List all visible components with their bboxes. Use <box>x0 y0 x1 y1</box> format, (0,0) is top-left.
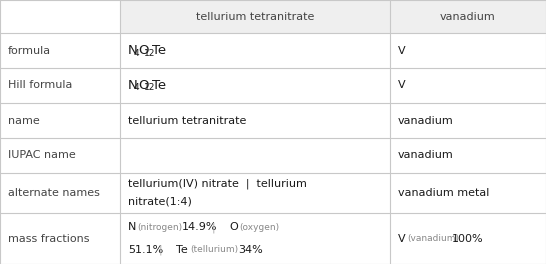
Text: (oxygen): (oxygen) <box>239 223 279 232</box>
Text: O: O <box>138 44 149 57</box>
Text: tellurium(IV) nitrate  |  tellurium: tellurium(IV) nitrate | tellurium <box>128 179 307 190</box>
Text: 34%: 34% <box>238 245 263 255</box>
Text: (vanadium): (vanadium) <box>408 234 460 243</box>
Bar <box>0 0 120 33</box>
Text: nitrate(1:4): nitrate(1:4) <box>128 197 192 207</box>
Bar <box>390 138 546 173</box>
Bar <box>120 213 390 264</box>
Bar <box>0 68 120 103</box>
Text: V: V <box>398 45 406 55</box>
Text: name: name <box>8 116 40 125</box>
Bar <box>0 103 120 138</box>
Text: alternate names: alternate names <box>8 188 100 198</box>
Text: 12: 12 <box>144 83 155 92</box>
Text: (nitrogen): (nitrogen) <box>138 223 183 232</box>
Text: 51.1%: 51.1% <box>128 245 163 255</box>
Text: N: N <box>128 222 136 232</box>
Text: N: N <box>128 44 138 57</box>
Bar <box>0 138 120 173</box>
Text: 4: 4 <box>134 49 140 58</box>
Text: V: V <box>398 81 406 91</box>
Text: Te: Te <box>152 44 166 57</box>
Text: mass fractions: mass fractions <box>8 233 90 243</box>
Bar <box>390 68 546 103</box>
Text: vanadium: vanadium <box>440 12 496 21</box>
Bar <box>120 103 390 138</box>
Bar <box>390 213 546 264</box>
Text: formula: formula <box>8 45 51 55</box>
Text: Te: Te <box>152 79 166 92</box>
Text: 14.9%: 14.9% <box>181 222 217 232</box>
Text: vanadium: vanadium <box>398 116 454 125</box>
Bar <box>120 0 390 33</box>
Bar <box>390 0 546 33</box>
Text: Te: Te <box>176 245 188 255</box>
Bar <box>390 103 546 138</box>
Bar <box>0 33 120 68</box>
Text: |: | <box>152 244 170 255</box>
Text: O: O <box>138 79 149 92</box>
Text: IUPAC name: IUPAC name <box>8 150 76 161</box>
Bar <box>120 68 390 103</box>
Text: |: | <box>205 222 223 233</box>
Text: vanadium metal: vanadium metal <box>398 188 489 198</box>
Text: 4: 4 <box>134 83 140 92</box>
Text: tellurium tetranitrate: tellurium tetranitrate <box>128 116 246 125</box>
Text: vanadium: vanadium <box>398 150 454 161</box>
Text: O: O <box>229 222 238 232</box>
Text: (tellurium): (tellurium) <box>191 245 239 254</box>
Text: 12: 12 <box>144 49 155 58</box>
Text: V: V <box>398 233 406 243</box>
Bar <box>120 33 390 68</box>
Bar <box>0 173 120 213</box>
Bar <box>0 213 120 264</box>
Text: N: N <box>128 79 138 92</box>
Bar <box>120 173 390 213</box>
Text: 100%: 100% <box>452 233 483 243</box>
Bar <box>390 33 546 68</box>
Bar <box>390 173 546 213</box>
Text: tellurium tetranitrate: tellurium tetranitrate <box>196 12 314 21</box>
Text: Hill formula: Hill formula <box>8 81 73 91</box>
Bar <box>120 138 390 173</box>
